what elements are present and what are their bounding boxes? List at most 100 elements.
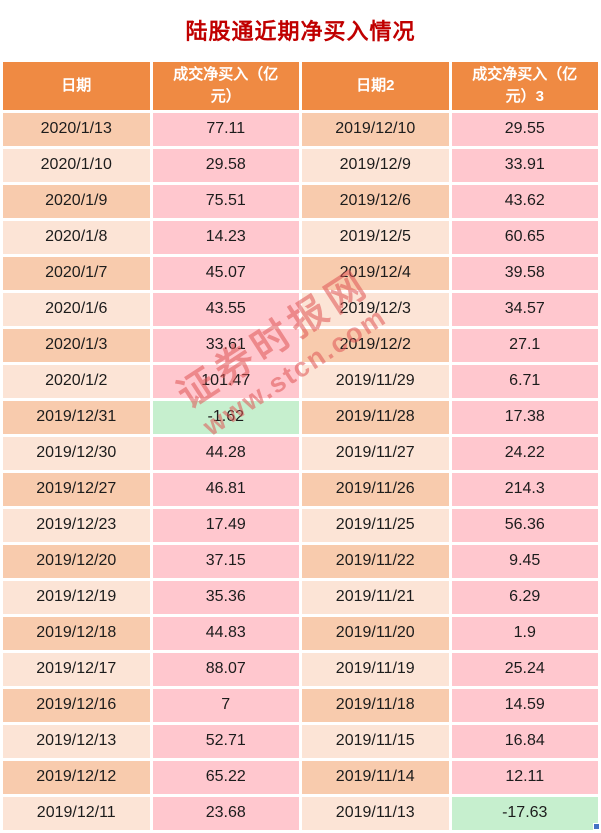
value-cell: 23.68	[152, 796, 299, 830]
value-cell: 44.83	[152, 616, 299, 650]
date-cell: 2019/12/23	[3, 508, 150, 542]
date-cell: 2019/11/28	[302, 400, 449, 434]
value-cell: 12.11	[451, 760, 598, 794]
date-cell: 2020/1/2	[3, 364, 150, 398]
value-cell: 46.81	[152, 472, 299, 506]
value-cell: 65.22	[152, 760, 299, 794]
table-row: 2019/12/13 52.71 2019/11/15 16.84	[3, 724, 598, 758]
date-cell: 2019/11/29	[302, 364, 449, 398]
date-cell: 2019/12/18	[3, 616, 150, 650]
date-cell: 2020/1/9	[3, 184, 150, 218]
value-cell: 7	[152, 688, 299, 722]
table-row: 2020/1/6 43.55 2019/12/3 34.57	[3, 292, 598, 326]
value-cell: 60.65	[451, 220, 598, 254]
date-cell: 2020/1/13	[3, 112, 150, 146]
date-cell: 2019/12/17	[3, 652, 150, 686]
table-row: 2020/1/7 45.07 2019/12/4 39.58	[3, 256, 598, 290]
value-cell: 37.15	[152, 544, 299, 578]
table-row: 2020/1/8 14.23 2019/12/5 60.65	[3, 220, 598, 254]
date-cell: 2019/12/5	[302, 220, 449, 254]
table-row: 2019/12/18 44.83 2019/11/20 1.9	[3, 616, 598, 650]
value-cell: 6.29	[451, 580, 598, 614]
date-cell: 2019/11/26	[302, 472, 449, 506]
table-body: 2020/1/13 77.11 2019/12/10 29.55 2020/1/10 29…	[3, 112, 598, 830]
date-cell: 2019/12/3	[302, 292, 449, 326]
value-cell: 1.9	[451, 616, 598, 650]
value-cell: -1.62	[152, 400, 299, 434]
date-cell: 2019/11/13	[302, 796, 449, 830]
table-header: 日期 成交净买入（亿元） 日期2 成交净买入（亿元）3	[3, 62, 598, 110]
value-cell: 9.45	[451, 544, 598, 578]
table-row: 2019/12/12 65.22 2019/11/14 12.11	[3, 760, 598, 794]
col-header-date2: 日期2	[302, 62, 449, 110]
date-cell: 2019/12/13	[3, 724, 150, 758]
date-cell: 2020/1/7	[3, 256, 150, 290]
page-title: 陆股通近期净买入情况	[185, 18, 416, 44]
date-cell: 2020/1/8	[3, 220, 150, 254]
table-row: 2020/1/10 29.58 2019/12/9 33.91	[3, 148, 598, 182]
date-cell: 2019/12/12	[3, 760, 150, 794]
date-cell: 2019/12/4	[302, 256, 449, 290]
value-cell: 16.84	[451, 724, 598, 758]
table-row: 2019/12/11 23.68 2019/11/13 -17.63	[3, 796, 598, 830]
date-cell: 2019/12/10	[302, 112, 449, 146]
table-row: 2019/12/17 88.07 2019/11/19 25.24	[3, 652, 598, 686]
date-cell: 2019/11/25	[302, 508, 449, 542]
net-buy-table: 日期 成交净买入（亿元） 日期2 成交净买入（亿元）3 2020/1/13 77.…	[0, 59, 601, 833]
value-cell: 45.07	[152, 256, 299, 290]
table-row: 2020/1/9 75.51 2019/12/6 43.62	[3, 184, 598, 218]
date-cell: 2019/11/19	[302, 652, 449, 686]
date-cell: 2019/11/22	[302, 544, 449, 578]
date-cell: 2019/12/20	[3, 544, 150, 578]
value-cell: 56.36	[451, 508, 598, 542]
value-cell: 6.71	[451, 364, 598, 398]
date-cell: 2019/12/27	[3, 472, 150, 506]
value-cell: 29.55	[451, 112, 598, 146]
date-cell: 2019/11/21	[302, 580, 449, 614]
value-cell: 88.07	[152, 652, 299, 686]
date-cell: 2019/12/30	[3, 436, 150, 470]
header-row: 日期 成交净买入（亿元） 日期2 成交净买入（亿元）3	[3, 62, 598, 110]
value-cell: 35.36	[152, 580, 299, 614]
value-cell: 17.49	[152, 508, 299, 542]
date-cell: 2019/12/19	[3, 580, 150, 614]
date-cell: 2019/12/16	[3, 688, 150, 722]
date-cell: 2020/1/10	[3, 148, 150, 182]
value-cell: 14.23	[152, 220, 299, 254]
value-cell: 29.58	[152, 148, 299, 182]
date-cell: 2020/1/6	[3, 292, 150, 326]
value-cell: 75.51	[152, 184, 299, 218]
value-cell: 25.24	[451, 652, 598, 686]
date-cell: 2019/12/2	[302, 328, 449, 362]
value-cell: 33.61	[152, 328, 299, 362]
value-cell: 34.57	[451, 292, 598, 326]
selection-fill-handle[interactable]	[593, 823, 600, 830]
date-cell: 2019/12/6	[302, 184, 449, 218]
date-cell: 2019/11/15	[302, 724, 449, 758]
value-cell: 77.11	[152, 112, 299, 146]
date-cell: 2019/11/18	[302, 688, 449, 722]
value-cell: 14.59	[451, 688, 598, 722]
date-cell: 2019/11/20	[302, 616, 449, 650]
table-row: 2019/12/27 46.81 2019/11/26 214.3	[3, 472, 598, 506]
value-cell: 39.58	[451, 256, 598, 290]
date-cell: 2019/12/11	[3, 796, 150, 830]
value-cell: 27.1	[451, 328, 598, 362]
table-row: 2019/12/31 -1.62 2019/11/28 17.38	[3, 400, 598, 434]
table-row: 2019/12/23 17.49 2019/11/25 56.36	[3, 508, 598, 542]
value-cell: 43.62	[451, 184, 598, 218]
table-row: 2020/1/13 77.11 2019/12/10 29.55	[3, 112, 598, 146]
table-row: 2019/12/30 44.28 2019/11/27 24.22	[3, 436, 598, 470]
date-cell: 2019/12/31	[3, 400, 150, 434]
date-cell: 2019/11/14	[302, 760, 449, 794]
col-header-netbuy3: 成交净买入（亿元）3	[451, 62, 598, 110]
table-row: 2019/12/16 7 2019/11/18 14.59	[3, 688, 598, 722]
value-cell: 101.47	[152, 364, 299, 398]
value-cell: 24.22	[451, 436, 598, 470]
col-header-netbuy: 成交净买入（亿元）	[152, 62, 299, 110]
date-cell: 2019/11/27	[302, 436, 449, 470]
value-cell: 43.55	[152, 292, 299, 326]
date-cell: 2019/12/9	[302, 148, 449, 182]
value-cell: 17.38	[451, 400, 598, 434]
value-cell: 44.28	[152, 436, 299, 470]
